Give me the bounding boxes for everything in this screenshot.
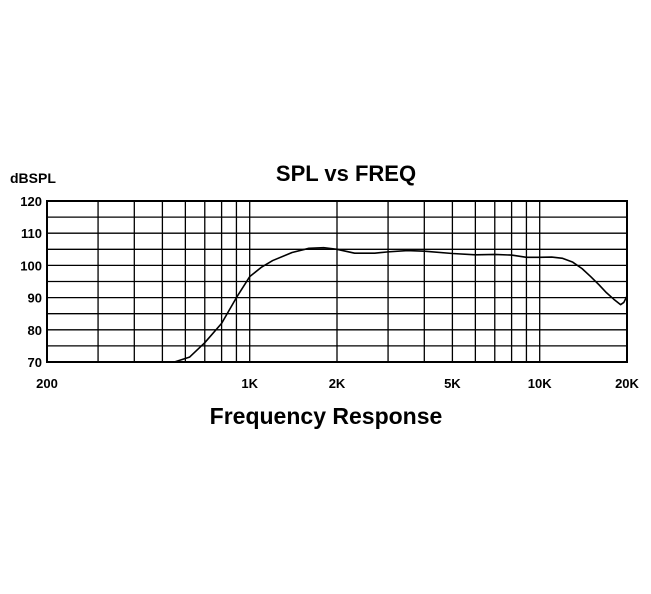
y-tick-label: 120	[20, 194, 42, 209]
chart-title: SPL vs FREQ	[276, 161, 416, 186]
y-tick-label: 80	[28, 323, 42, 338]
y-tick-label: 90	[28, 291, 42, 306]
series-line	[173, 246, 628, 363]
x-axis-label: Frequency Response	[210, 403, 443, 429]
x-tick-label: 1K	[241, 376, 258, 391]
plot-frame	[46, 200, 628, 363]
tick-labels: 70 80 90 100 110 120 200 1K 2K 5K 10K 20K	[20, 194, 639, 391]
y-tick-label: 100	[20, 258, 42, 273]
x-tick-label: 10K	[528, 376, 552, 391]
grid	[46, 200, 628, 363]
x-tick-label: 200	[36, 376, 58, 391]
x-tick-label: 5K	[444, 376, 461, 391]
y-tick-label: 110	[21, 226, 42, 241]
x-tick-label: 2K	[329, 376, 346, 391]
x-tick-label: 20K	[615, 376, 639, 391]
y-axis-label: dBSPL	[10, 170, 56, 186]
series-layer	[173, 246, 628, 363]
y-tick-label: 70	[28, 355, 42, 370]
